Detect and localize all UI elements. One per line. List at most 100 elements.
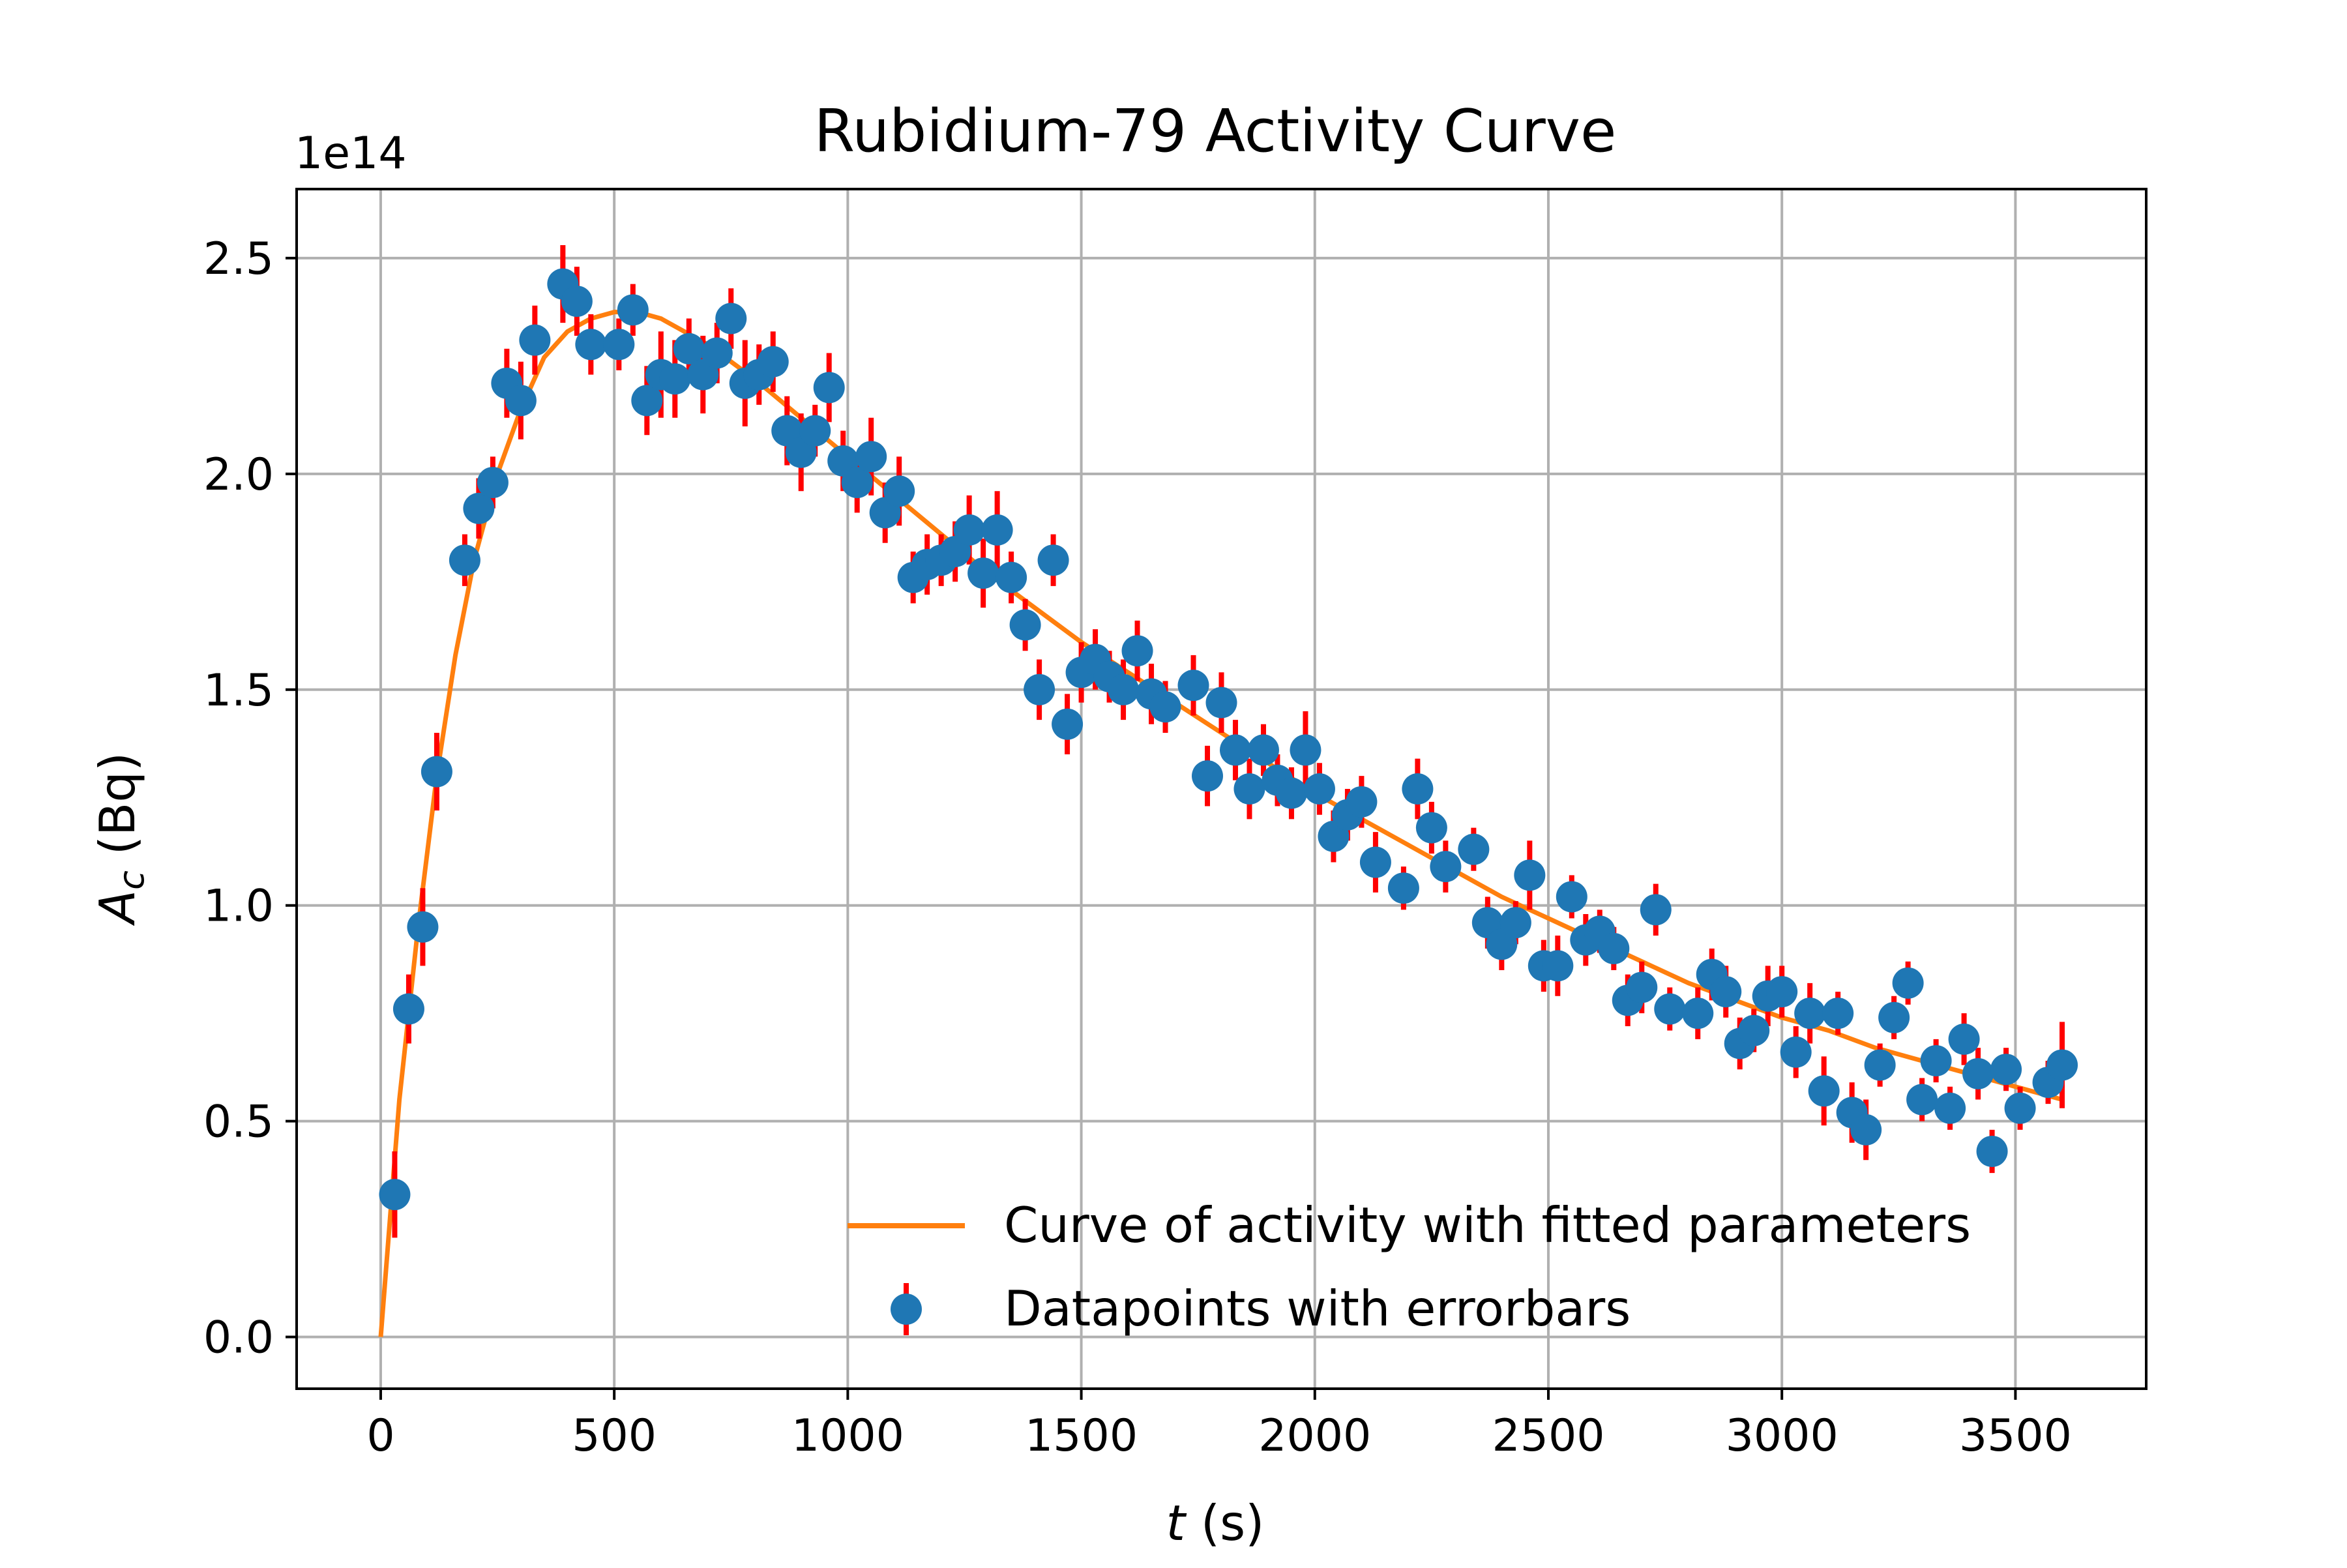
y-tick-label: 0.0 (203, 1312, 274, 1364)
datapoint (1346, 786, 1378, 818)
datapoint (1626, 971, 1658, 1003)
datapoint (1808, 1075, 1840, 1107)
datapoint (1766, 976, 1798, 1008)
x-tick-label: 2000 (1258, 1410, 1371, 1462)
x-axis-label: t (s) (1166, 1494, 1265, 1552)
datapoint (1640, 894, 1672, 926)
datapoint (1415, 812, 1447, 844)
datapoint (505, 385, 537, 417)
y-axis-label: Ac (Bq) (89, 752, 152, 926)
datapoint (1458, 833, 1490, 865)
datapoint (603, 329, 635, 361)
datapoint (1948, 1023, 1980, 1055)
datapoint (1233, 773, 1265, 805)
datapoint (1654, 993, 1686, 1025)
datapoint (1556, 881, 1587, 913)
datapoint (1247, 734, 1279, 766)
datapoint (1990, 1054, 2022, 1086)
x-tick-label: 3000 (1726, 1410, 1838, 1462)
datapoint (463, 492, 495, 524)
datapoint (841, 467, 873, 499)
datapoint (1052, 708, 1084, 740)
y-tick-label: 2.0 (203, 449, 274, 501)
datapoint (449, 544, 480, 576)
y-tick-label: 1.5 (203, 665, 274, 717)
datapoint (477, 467, 509, 499)
datapoint (1962, 1058, 1994, 1089)
datapoint (392, 993, 424, 1025)
datapoint (575, 329, 607, 361)
x-axis-unit: (s) (1185, 1494, 1264, 1552)
x-tick-label: 0 (366, 1410, 394, 1462)
datapoint (1976, 1135, 2008, 1167)
datapoint (1402, 773, 1434, 805)
datapoint (1864, 1049, 1896, 1081)
y-axis-variable: A (89, 890, 146, 926)
datapoint (996, 561, 1027, 593)
y-offset-text: 1e14 (295, 128, 407, 179)
grid-layer (297, 189, 2146, 1389)
datapoint (673, 333, 705, 364)
datapoint (659, 363, 691, 395)
tick-layer: 0 500 1000 1500 2000 2500 3000 3500 0.0 0.5 1.0 1.5… (203, 233, 2072, 1462)
datapoint (1024, 673, 1055, 705)
datapoint (1121, 635, 1153, 667)
legend-fit-label: Curve of activity with fitted parameters (1004, 1196, 1971, 1254)
datapoint (379, 1179, 411, 1211)
datapoint (715, 303, 747, 334)
datapoint (883, 475, 915, 507)
datapoint (1192, 760, 1224, 792)
datapoint (1780, 1036, 1812, 1068)
x-tick-label: 3500 (1959, 1410, 2072, 1462)
legend: Curve of activity with fitted parameters… (848, 1196, 1971, 1337)
datapoint (1430, 851, 1462, 883)
datapoint (701, 337, 733, 369)
datapoint (1177, 670, 1209, 702)
datapoint (799, 415, 831, 447)
datapoint (1514, 859, 1546, 891)
datapoint (2046, 1049, 2078, 1081)
x-tick-label: 500 (572, 1410, 657, 1462)
datapoint (1108, 673, 1140, 705)
datapoint (1738, 1014, 1770, 1046)
datapoint (421, 756, 452, 788)
datapoint (1037, 544, 1069, 576)
datapoint (561, 286, 593, 318)
chart-title: Rubidium-79 Activity Curve (814, 97, 1617, 166)
datapoint (855, 441, 887, 473)
datapoint (1920, 1044, 1952, 1076)
datapoint (1009, 609, 1041, 641)
datapoint (1682, 998, 1714, 1029)
datapoint (967, 557, 999, 589)
datapoint (1275, 777, 1307, 809)
datapoint (1794, 998, 1826, 1029)
datapoint (617, 294, 649, 326)
y-tick-label: 2.5 (203, 233, 274, 285)
plot-frame (295, 188, 2148, 1390)
datapoint (1878, 1001, 1910, 1033)
datapoint (1542, 950, 1574, 982)
datapoint (1359, 846, 1391, 878)
datapoint (1850, 1114, 1882, 1146)
datapoint (1205, 687, 1237, 718)
datapoint (1303, 773, 1335, 805)
y-axis-subscript: c (111, 870, 152, 890)
datapoint-layer (379, 268, 2078, 1211)
datapoint (953, 514, 985, 546)
datapoint (1290, 734, 1321, 766)
datapoint (631, 385, 663, 417)
datapoint (1387, 872, 1419, 904)
x-tick-label: 1500 (1025, 1410, 1138, 1462)
datapoint (2004, 1092, 2036, 1124)
datapoint (1598, 932, 1630, 964)
datapoint (1822, 998, 1854, 1029)
datapoint (1892, 967, 1924, 999)
datapoint (1934, 1092, 1966, 1124)
x-axis-variable: t (1166, 1494, 1187, 1552)
datapoint (813, 372, 845, 404)
datapoint (1499, 907, 1531, 939)
datapoint (757, 346, 789, 377)
